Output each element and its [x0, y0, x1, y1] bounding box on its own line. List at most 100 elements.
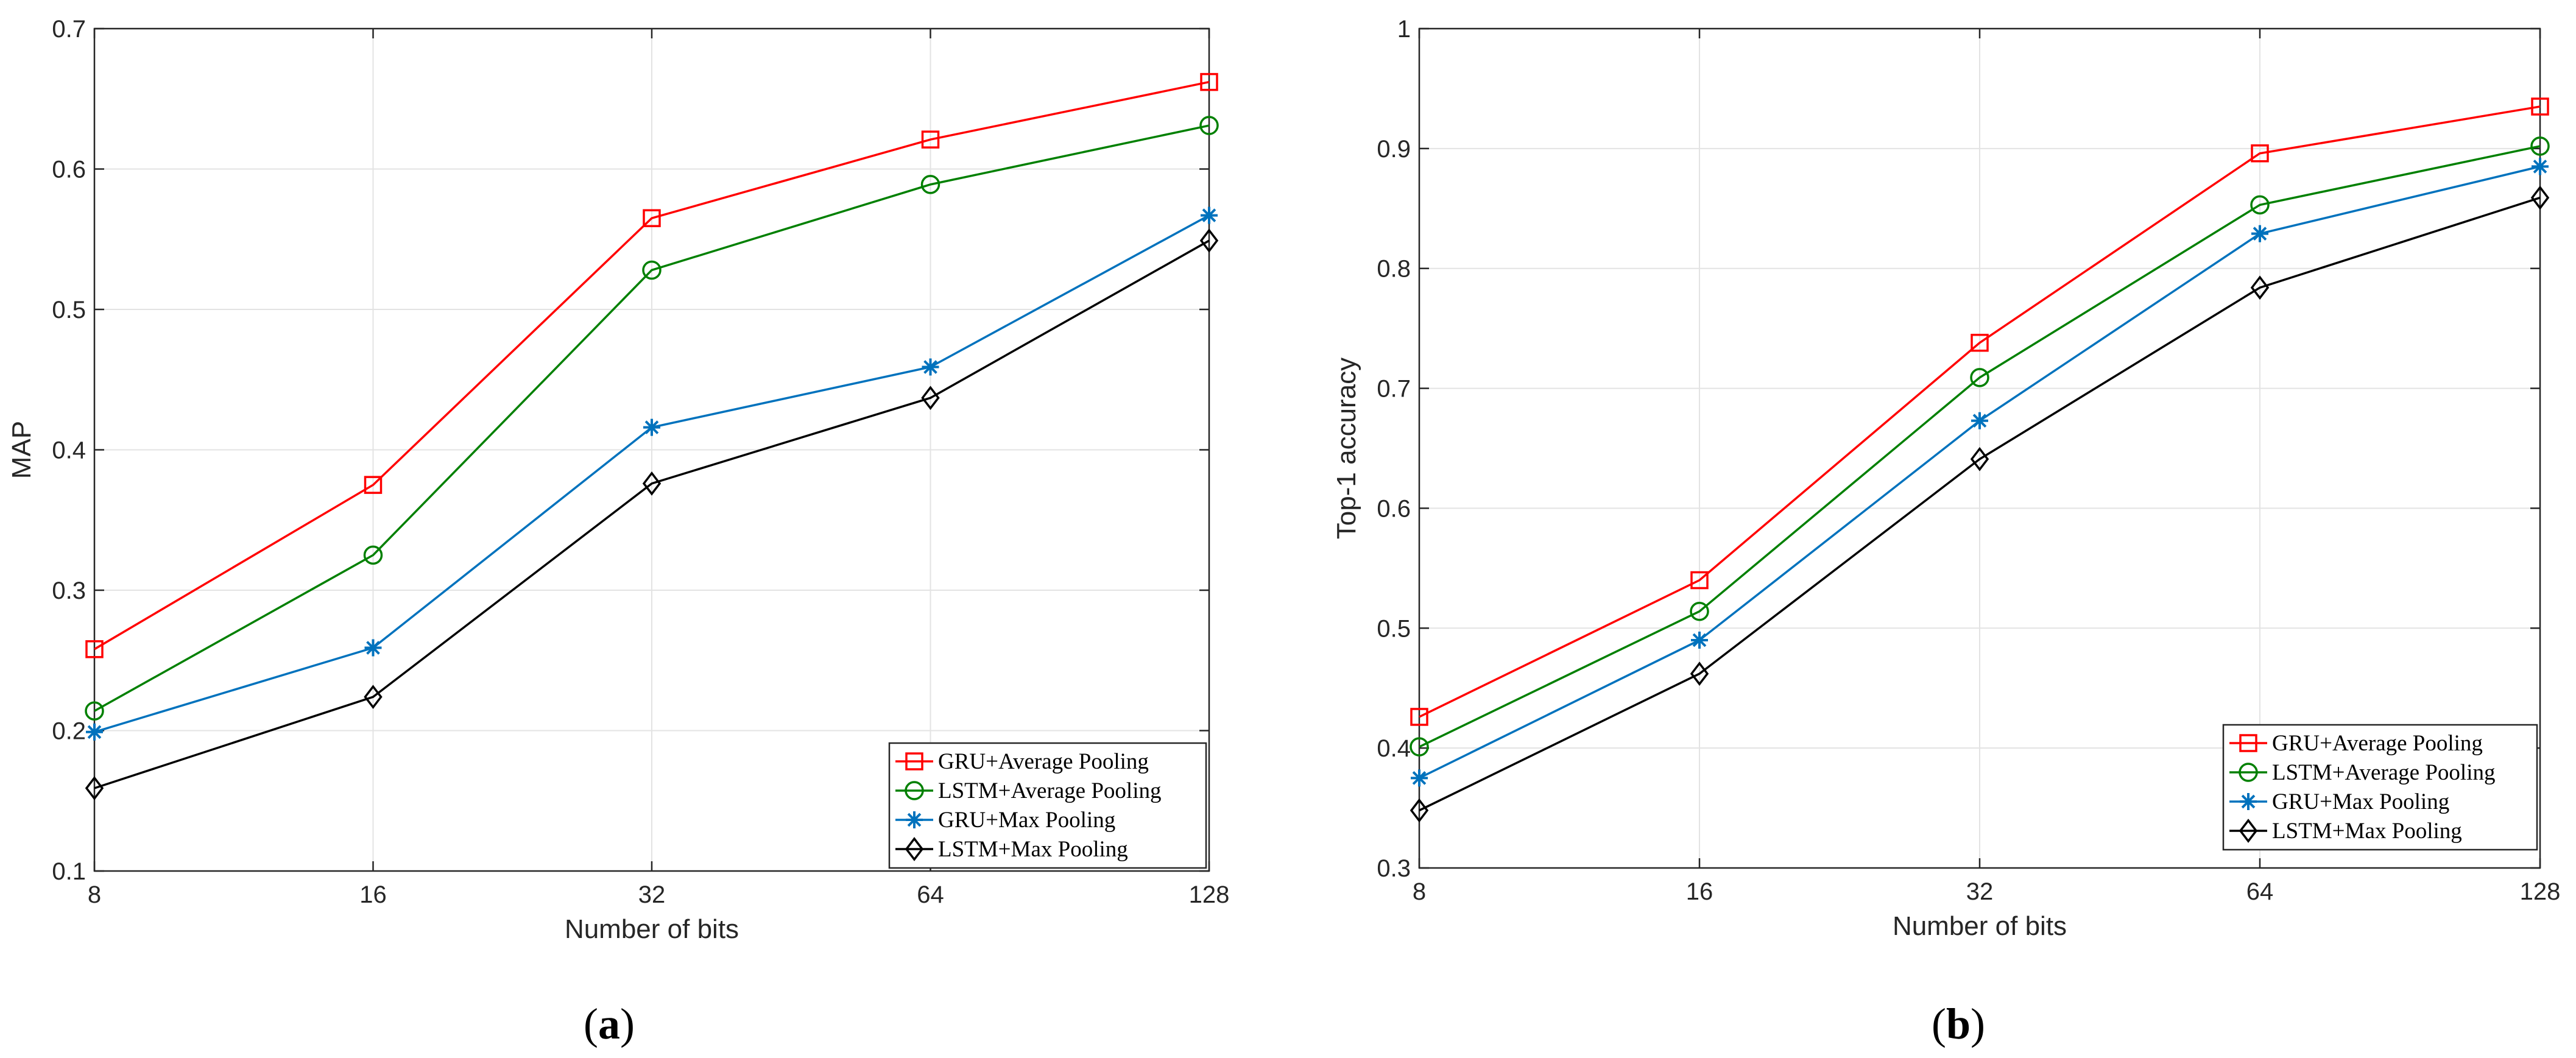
- data-point: [1970, 446, 1989, 471]
- legend-label: GRU+Average Pooling: [938, 749, 1149, 774]
- y-tick-label: 0.9: [1377, 136, 1411, 163]
- y-tick-label: 0.1: [52, 858, 86, 885]
- data-point: [921, 386, 940, 411]
- data-point: [1410, 798, 1429, 823]
- data-point: [364, 639, 382, 657]
- x-tick-label: 128: [1189, 881, 1230, 908]
- y-axis-label: Top-1 accuracy: [1332, 358, 1361, 539]
- data-point: [1971, 412, 1988, 429]
- y-tick-label: 0.3: [52, 577, 86, 604]
- legend: GRU+Average Pooling LSTM+Average Pooling G…: [2222, 724, 2538, 851]
- legend-marker: [2240, 793, 2257, 810]
- legend-marker: [2239, 763, 2258, 782]
- data-point: [1200, 72, 1218, 91]
- legend-box: [888, 742, 1207, 869]
- data-point: [85, 640, 104, 658]
- x-tick-label: 32: [638, 881, 666, 908]
- data-point: [1201, 206, 1218, 224]
- data-point: [1199, 228, 1219, 253]
- legend: GRU+Average Pooling LSTM+Average Pooling G…: [888, 742, 1207, 869]
- y-tick-label: 0.4: [1377, 735, 1411, 762]
- y-tick-label: 0.5: [52, 297, 86, 323]
- data-point: [643, 209, 661, 227]
- data-point: [364, 685, 383, 710]
- series-lstm-average-pooling: [1410, 136, 2550, 756]
- data-point: [2531, 97, 2549, 116]
- series-gru-average-pooling: [1410, 97, 2549, 726]
- y-tick-label: 0.6: [1377, 495, 1411, 522]
- legend-label: LSTM+Average Pooling: [938, 778, 1162, 803]
- data-point: [1691, 631, 1708, 649]
- legend-marker: [905, 781, 924, 800]
- data-point: [1690, 601, 1709, 621]
- y-tick-label: 0.7: [52, 16, 86, 43]
- legend-marker: [905, 837, 924, 861]
- data-point: [2532, 158, 2549, 175]
- series-gru-max-pooling: [1411, 158, 2549, 787]
- chart-b: 0.3 0.4 0.5 0.6 0.7 0.8 0.9 1 8 16 32 64 128 Number o…: [1332, 16, 2560, 941]
- data-point: [1970, 368, 1989, 387]
- y-tick-label: 0.2: [52, 718, 86, 745]
- legend-marker: [2239, 819, 2258, 843]
- data-point: [364, 476, 383, 494]
- data-point: [643, 418, 660, 436]
- series-line: [1419, 105, 2541, 718]
- data-point: [1410, 737, 1429, 756]
- data-point: [2250, 195, 2270, 215]
- legend-label: GRU+Max Pooling: [938, 808, 1115, 833]
- y-tick-label: 1: [1397, 16, 1411, 43]
- data-point: [920, 175, 940, 194]
- series-line: [1419, 145, 2541, 748]
- x-tick-label: 128: [2520, 878, 2561, 905]
- legend-label: LSTM+Max Pooling: [2272, 819, 2462, 844]
- y-tick-label: 0.8: [1377, 256, 1411, 283]
- data-point: [85, 776, 104, 800]
- data-point: [921, 130, 940, 149]
- data-point: [1199, 116, 1219, 135]
- series-line: [94, 80, 1210, 651]
- data-point: [922, 358, 939, 376]
- x-tick-label: 16: [359, 881, 387, 908]
- x-tick-label: 64: [917, 881, 944, 908]
- data-point: [2251, 144, 2269, 163]
- series-gru-max-pooling: [86, 206, 1218, 741]
- x-tick-label: 32: [1966, 878, 1994, 905]
- series-lstm-average-pooling: [85, 116, 1219, 721]
- data-point: [2530, 136, 2550, 156]
- series-gru-average-pooling: [85, 72, 1218, 658]
- legend-label: GRU+Max Pooling: [2272, 789, 2449, 814]
- series-lstm-max-pooling: [85, 228, 1219, 800]
- data-point: [85, 701, 104, 721]
- data-point: [2530, 185, 2550, 210]
- data-point: [1410, 708, 1428, 726]
- legend-label: LSTM+Average Pooling: [2272, 760, 2496, 785]
- y-tick-label: 0.5: [1377, 615, 1411, 642]
- series-line: [94, 124, 1210, 712]
- x-tick-label: 64: [2246, 878, 2274, 905]
- legend-marker: [2239, 734, 2257, 752]
- caption-b: (b): [1932, 1000, 1985, 1048]
- y-axis-label: MAP: [7, 421, 37, 479]
- data-point: [86, 723, 103, 741]
- data-point: [363, 545, 383, 565]
- series-line: [1419, 196, 2541, 812]
- legend-marker: [905, 752, 923, 771]
- y-tick-label: 0.7: [1377, 376, 1411, 403]
- x-axis-label: Number of bits: [1893, 911, 2067, 941]
- data-point: [1971, 334, 1989, 352]
- caption-a: (a): [584, 1000, 635, 1048]
- data-point: [1690, 571, 1709, 590]
- x-tick-label: 8: [1413, 878, 1426, 905]
- y-tick-label: 0.4: [52, 437, 86, 464]
- y-tick-label: 0.6: [52, 157, 86, 183]
- legend-label: GRU+Average Pooling: [2272, 731, 2483, 756]
- data-point: [1411, 769, 1428, 787]
- series-line: [94, 239, 1210, 789]
- x-tick-label: 16: [1686, 878, 1713, 905]
- data-point: [1690, 661, 1709, 686]
- legend-marker: [906, 811, 923, 828]
- data-point: [2250, 275, 2270, 300]
- data-point: [642, 471, 662, 496]
- x-axis-label: Number of bits: [565, 914, 739, 944]
- legend-box: [2222, 724, 2538, 851]
